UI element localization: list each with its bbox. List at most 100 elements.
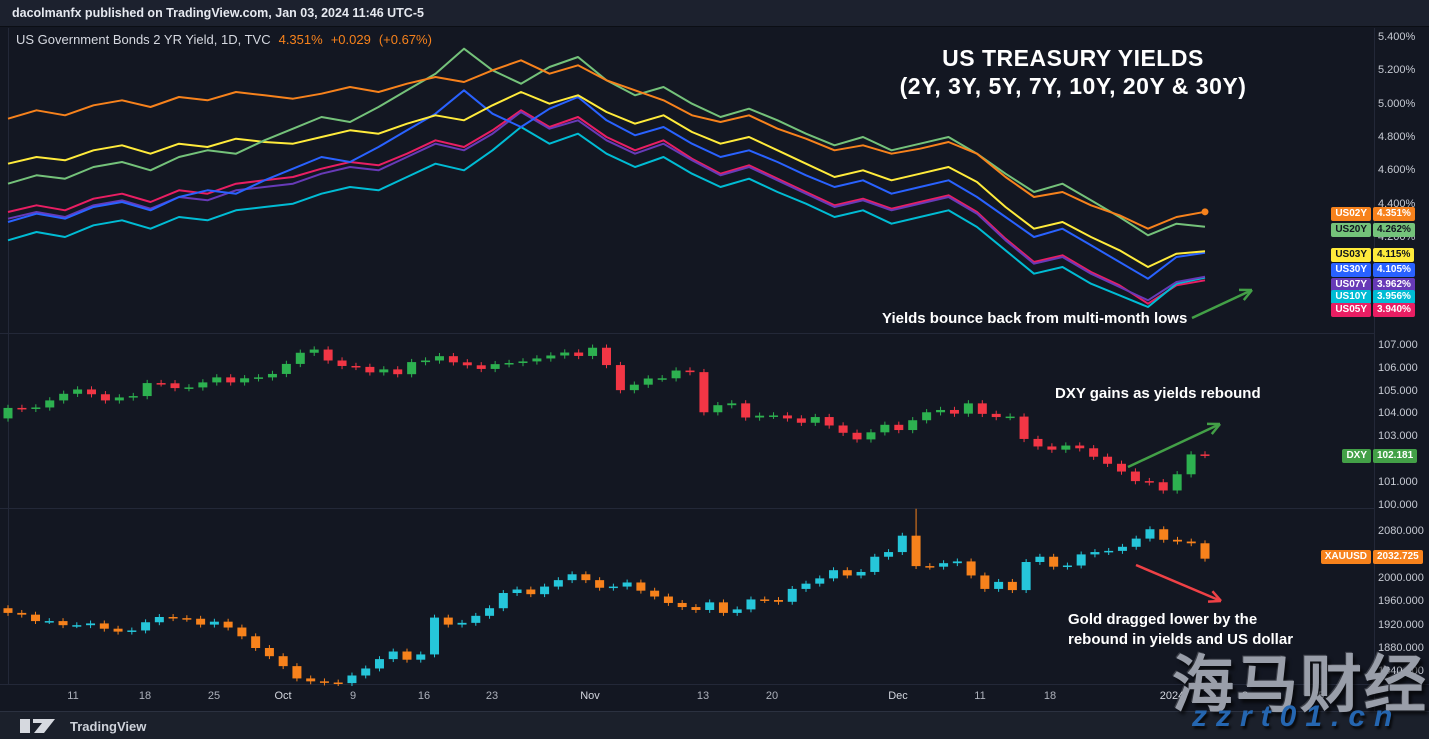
- dxy-candle[interactable]: [824, 417, 834, 426]
- xauusd-candle[interactable]: [319, 681, 329, 683]
- dxy-candle[interactable]: [434, 356, 444, 361]
- dxy-candle[interactable]: [17, 407, 27, 410]
- xauusd-candle[interactable]: [498, 593, 508, 609]
- dxy-candle[interactable]: [629, 384, 639, 391]
- xauusd-candle[interactable]: [457, 622, 467, 625]
- dxy-candle[interactable]: [212, 377, 222, 383]
- dxy-candle[interactable]: [755, 415, 765, 418]
- dxy-candle[interactable]: [142, 383, 152, 397]
- xauusd-candle[interactable]: [443, 617, 453, 625]
- dxy-candle[interactable]: [769, 415, 779, 417]
- dxy-candle[interactable]: [574, 352, 584, 356]
- xauusd-candle[interactable]: [3, 608, 13, 613]
- xauusd-candle[interactable]: [911, 535, 921, 567]
- xauusd-candle[interactable]: [31, 614, 41, 622]
- xauusd-candle[interactable]: [251, 636, 261, 648]
- xauusd-candle[interactable]: [402, 651, 412, 660]
- dxy-candle[interactable]: [1103, 456, 1113, 464]
- dxy-candle[interactable]: [31, 407, 41, 409]
- dxy-candle[interactable]: [699, 372, 709, 413]
- xauusd-candle[interactable]: [897, 535, 907, 553]
- xauusd-candle[interactable]: [1090, 552, 1100, 555]
- dxy-candle[interactable]: [337, 360, 347, 366]
- xauusd-candle[interactable]: [182, 618, 192, 620]
- dxy-candle[interactable]: [407, 362, 417, 375]
- symbol-title[interactable]: US Government Bonds 2 YR Yield, 1D, TVC: [16, 32, 271, 47]
- dxy-candle[interactable]: [1019, 416, 1029, 439]
- dxy-candle[interactable]: [1075, 445, 1085, 449]
- xauusd-candle[interactable]: [154, 616, 164, 623]
- dxy-candle[interactable]: [727, 403, 737, 406]
- dxy-candle[interactable]: [1186, 454, 1196, 475]
- xauusd-candle[interactable]: [581, 574, 591, 581]
- dxy-candle[interactable]: [365, 366, 375, 373]
- xauusd-candle[interactable]: [237, 627, 247, 637]
- xauusd-candle[interactable]: [925, 566, 935, 568]
- xauusd-candle[interactable]: [856, 571, 866, 576]
- xauusd-candle[interactable]: [980, 575, 990, 589]
- dxy-candle[interactable]: [3, 407, 13, 419]
- xauusd-candle[interactable]: [595, 580, 605, 588]
- xauusd-candle[interactable]: [608, 586, 618, 589]
- dxy-candle[interactable]: [128, 396, 138, 398]
- xauusd-candle[interactable]: [44, 621, 54, 623]
- symbol-legend[interactable]: US Government Bonds 2 YR Yield, 1D, TVC …: [16, 32, 432, 47]
- dxy-candle[interactable]: [476, 365, 486, 369]
- yield-line-us03y[interactable]: [7, 91, 1206, 268]
- xauusd-candle[interactable]: [209, 621, 219, 625]
- yield-line-us10y[interactable]: [7, 126, 1206, 308]
- dxy-candle[interactable]: [908, 420, 918, 431]
- dxy-candle[interactable]: [588, 347, 598, 356]
- xauusd-candle[interactable]: [347, 675, 357, 684]
- dxy-candle[interactable]: [1033, 438, 1043, 447]
- dxy-candle[interactable]: [421, 360, 431, 363]
- xauusd-candle[interactable]: [801, 583, 811, 589]
- xauusd-candle[interactable]: [1186, 541, 1196, 544]
- xauusd-candle[interactable]: [86, 623, 96, 626]
- xauusd-candle[interactable]: [72, 625, 82, 627]
- xauusd-candle[interactable]: [884, 552, 894, 557]
- dxy-candle[interactable]: [518, 361, 528, 364]
- dxy-candle[interactable]: [1172, 474, 1182, 491]
- dxy-candle[interactable]: [615, 365, 625, 391]
- price-scale-border[interactable]: [1374, 28, 1375, 711]
- xauusd-candle[interactable]: [622, 582, 632, 587]
- dxy-candle[interactable]: [226, 377, 236, 383]
- dxy-candle[interactable]: [170, 383, 180, 389]
- dxy-candle[interactable]: [949, 409, 959, 414]
- xauusd-candle[interactable]: [773, 600, 783, 602]
- xauusd-candle[interactable]: [705, 602, 715, 610]
- xauusd-candle[interactable]: [168, 616, 178, 619]
- xauusd-candle[interactable]: [815, 578, 825, 584]
- dxy-candle[interactable]: [936, 409, 946, 413]
- xauusd-candle[interactable]: [732, 609, 742, 613]
- dxy-candle[interactable]: [281, 363, 291, 374]
- dxy-candle[interactable]: [963, 403, 973, 414]
- dxy-candle[interactable]: [866, 432, 876, 440]
- xauusd-candle[interactable]: [223, 621, 233, 628]
- dxy-candle[interactable]: [267, 373, 277, 378]
- xauusd-candle[interactable]: [746, 599, 756, 610]
- dxy-candle[interactable]: [448, 356, 458, 363]
- xauusd-candle[interactable]: [196, 618, 206, 625]
- xauusd-candle[interactable]: [553, 580, 563, 587]
- xauusd-candle[interactable]: [1131, 538, 1141, 547]
- dxy-candle[interactable]: [1130, 471, 1140, 482]
- xauusd-candle[interactable]: [1049, 556, 1059, 567]
- dxy-candle[interactable]: [894, 424, 904, 431]
- dxy-candle[interactable]: [1061, 445, 1071, 450]
- dxy-candle[interactable]: [393, 369, 403, 375]
- dxy-candle[interactable]: [977, 403, 987, 414]
- xauusd-candle[interactable]: [1007, 581, 1017, 591]
- tradingview-logo-icon[interactable]: [20, 718, 64, 734]
- yield-line-us30y[interactable]: [7, 89, 1206, 280]
- xauusd-candle[interactable]: [952, 561, 962, 564]
- xauusd-candle[interactable]: [567, 574, 577, 581]
- panel-separator-2[interactable]: [0, 508, 1374, 509]
- dxy-candle[interactable]: [254, 377, 264, 379]
- xauusd-candle[interactable]: [292, 666, 302, 679]
- xauusd-candle[interactable]: [842, 570, 852, 576]
- xauusd-candle[interactable]: [264, 648, 274, 657]
- dxy-candle[interactable]: [309, 349, 319, 353]
